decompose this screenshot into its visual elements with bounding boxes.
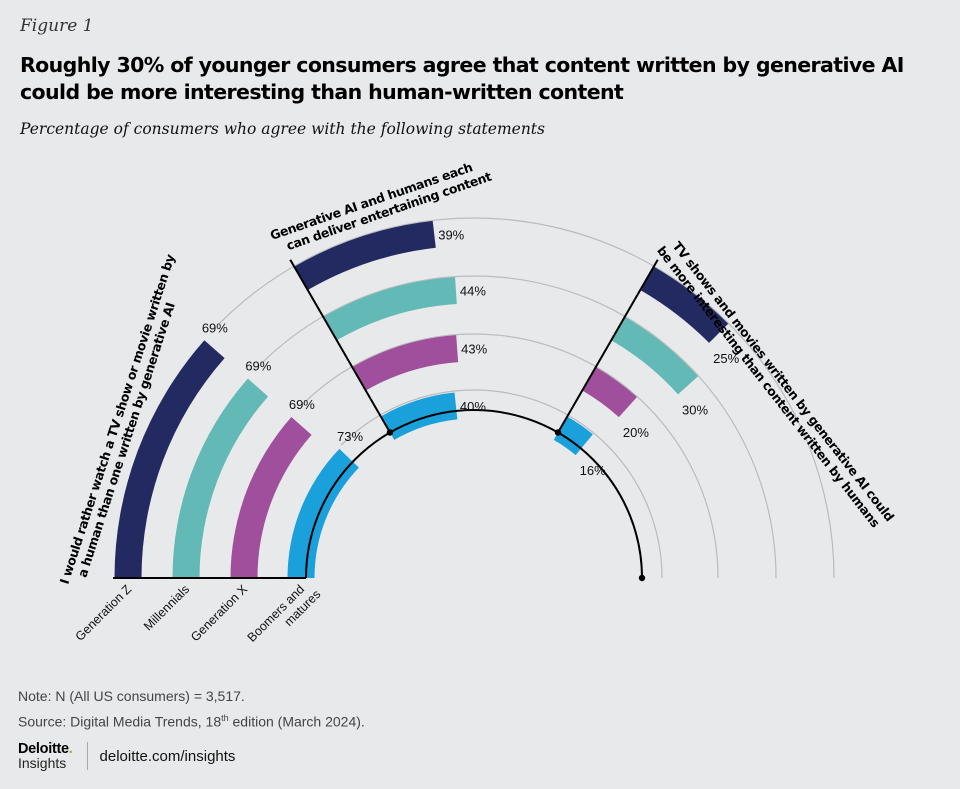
axis-arc	[305, 409, 643, 579]
value-label: 44%	[460, 284, 486, 299]
bars	[114, 220, 729, 578]
statement-label: TV shows and movies written by generativ…	[654, 234, 897, 533]
value-label: 25%	[713, 351, 739, 366]
footer: Deloitte. Insights deloitte.com/insights	[18, 742, 235, 770]
category-label-line: Millennials	[141, 582, 192, 633]
insights-link[interactable]: deloitte.com/insights	[99, 747, 236, 765]
bar-boomers-and-matures	[553, 416, 593, 456]
category-label-line: Generation X	[188, 582, 250, 644]
category-label: Generation Z	[73, 582, 135, 644]
sector-divider	[289, 259, 391, 434]
bar-generation-x	[352, 335, 459, 391]
value-label: 43%	[461, 342, 487, 357]
bar-millennials	[172, 378, 269, 578]
value-label: 69%	[289, 397, 315, 412]
footer-divider	[86, 742, 88, 770]
category-label: Millennials	[141, 582, 192, 633]
category-label-line: Generation Z	[73, 582, 135, 644]
bar-generation-z	[294, 220, 436, 291]
value-label: 69%	[245, 359, 271, 374]
note-text: Note: N (All US consumers) = 3,517.	[18, 688, 245, 704]
guide-arcs	[219, 217, 835, 579]
statement-label-line: be more interesting than content written…	[654, 243, 883, 530]
figure-label: Figure 1	[20, 16, 94, 36]
axis-end-dot	[638, 574, 646, 582]
value-label: 39%	[438, 227, 464, 242]
value-label: 69%	[202, 320, 228, 335]
deloitte-insights-logo: Deloitte. Insights	[18, 741, 73, 771]
bar-generation-x	[230, 416, 312, 578]
chart-title: Roughly 30% of younger consumers agree t…	[20, 53, 904, 104]
bar-generation-x	[582, 367, 637, 418]
value-label: 40%	[460, 399, 486, 414]
category-label: Generation X	[188, 582, 250, 644]
bar-millennials	[611, 316, 699, 395]
source-text: Source: Digital Media Trends, 18th editi…	[18, 713, 365, 730]
footnote: Note: N (All US consumers) = 3,517. Sour…	[18, 685, 365, 733]
axes	[113, 259, 659, 582]
category-label: Boomers andmatures	[245, 577, 324, 656]
guide-arc	[260, 275, 777, 579]
guide-arc	[301, 333, 719, 579]
guide-arc	[340, 389, 663, 579]
divider-dot	[386, 429, 394, 436]
value-label: 20%	[623, 425, 649, 440]
bar-boomers-and-matures	[287, 448, 359, 578]
bar-generation-z	[114, 340, 225, 578]
bar-millennials	[323, 277, 457, 341]
chart-subtitle: Percentage of consumers who agree with t…	[20, 120, 545, 138]
value-label: 30%	[682, 402, 708, 417]
bar-generation-z	[640, 266, 729, 343]
value-label: 73%	[337, 429, 363, 444]
guide-arc	[219, 217, 835, 579]
sector-divider	[557, 259, 659, 434]
value-label: 16%	[580, 463, 606, 478]
divider-dot	[554, 429, 562, 436]
